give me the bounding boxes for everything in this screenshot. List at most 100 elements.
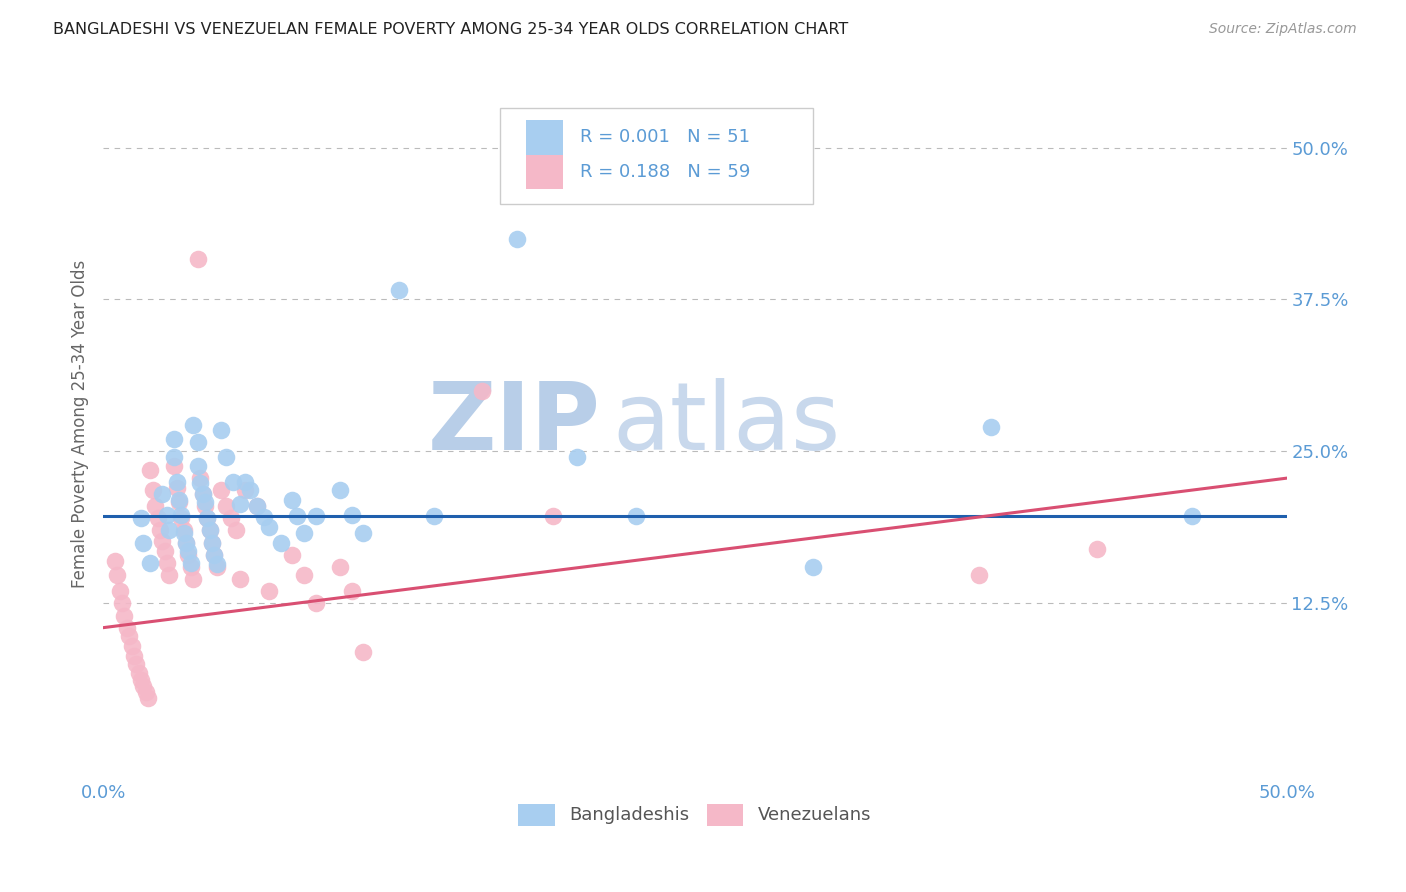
Point: [202, 548, 225, 562]
Point: [150, 487, 173, 501]
Point: [329, 483, 352, 498]
Point: [423, 508, 446, 523]
Point: [173, 525, 195, 540]
Point: [132, 679, 155, 693]
Point: [967, 568, 990, 582]
Point: [329, 560, 352, 574]
Point: [257, 520, 280, 534]
Point: [139, 556, 162, 570]
Point: [114, 608, 136, 623]
Point: [471, 384, 494, 398]
Point: [142, 483, 165, 498]
Point: [143, 499, 166, 513]
Point: [187, 252, 209, 267]
Point: [166, 475, 188, 489]
Point: [202, 548, 225, 562]
Point: [180, 560, 202, 574]
Point: [194, 499, 217, 513]
Point: [281, 548, 304, 562]
Point: [211, 483, 233, 498]
Text: R = 0.188   N = 59: R = 0.188 N = 59: [581, 162, 751, 180]
Point: [195, 511, 218, 525]
Point: [156, 508, 179, 522]
Point: [281, 493, 304, 508]
Point: [191, 487, 214, 501]
Point: [980, 420, 1002, 434]
Point: [170, 508, 193, 522]
Point: [239, 483, 262, 498]
Point: [246, 499, 269, 513]
Point: [170, 511, 193, 525]
Point: [187, 458, 209, 473]
Point: [128, 665, 150, 680]
Point: [115, 621, 138, 635]
Point: [136, 691, 159, 706]
Point: [181, 572, 204, 586]
Point: [157, 524, 180, 538]
Point: [153, 544, 176, 558]
Point: [173, 524, 195, 538]
Point: [305, 508, 328, 523]
Point: [167, 493, 190, 508]
Point: [225, 524, 247, 538]
Point: [177, 548, 200, 562]
Point: [195, 511, 218, 525]
Point: [188, 476, 211, 491]
Point: [118, 629, 141, 643]
Point: [253, 510, 276, 524]
Point: [201, 535, 224, 549]
Point: [565, 450, 588, 465]
Point: [157, 568, 180, 582]
Point: [305, 596, 328, 610]
Point: [108, 584, 131, 599]
Point: [388, 283, 411, 297]
Point: [285, 508, 308, 523]
Point: [188, 471, 211, 485]
Point: [163, 432, 186, 446]
Point: [211, 423, 233, 437]
Point: [129, 511, 152, 525]
Y-axis label: Female Poverty Among 25-34 Year Olds: Female Poverty Among 25-34 Year Olds: [72, 260, 89, 588]
Point: [194, 495, 217, 509]
Bar: [526, 120, 564, 154]
Point: [541, 508, 564, 523]
Point: [198, 524, 221, 538]
Point: [219, 511, 242, 525]
Bar: [526, 154, 564, 189]
Text: ZIP: ZIP: [427, 378, 600, 470]
Point: [340, 508, 363, 522]
Point: [270, 535, 292, 549]
Point: [132, 535, 155, 549]
Point: [146, 511, 169, 525]
Point: [121, 639, 143, 653]
Text: R = 0.001   N = 51: R = 0.001 N = 51: [581, 128, 749, 146]
Point: [205, 560, 228, 574]
Point: [229, 572, 252, 586]
Point: [181, 417, 204, 432]
Point: [156, 556, 179, 570]
Point: [205, 558, 228, 572]
Point: [167, 495, 190, 509]
Point: [233, 483, 256, 498]
Point: [166, 481, 188, 495]
Point: [191, 487, 214, 501]
Point: [105, 568, 128, 582]
Point: [233, 475, 256, 489]
Point: [1181, 508, 1204, 523]
Point: [353, 525, 375, 540]
Point: [180, 556, 202, 570]
Point: [149, 524, 172, 538]
Point: [177, 544, 200, 558]
Point: [135, 685, 157, 699]
Point: [215, 450, 238, 465]
Point: [163, 458, 186, 473]
Point: [174, 535, 197, 549]
FancyBboxPatch shape: [499, 108, 813, 203]
Point: [292, 525, 315, 540]
Point: [104, 554, 127, 568]
Point: [111, 596, 134, 610]
Text: BANGLADESHI VS VENEZUELAN FEMALE POVERTY AMONG 25-34 YEAR OLDS CORRELATION CHART: BANGLADESHI VS VENEZUELAN FEMALE POVERTY…: [53, 22, 849, 37]
Point: [129, 673, 152, 687]
Point: [201, 535, 224, 549]
Point: [1085, 541, 1108, 556]
